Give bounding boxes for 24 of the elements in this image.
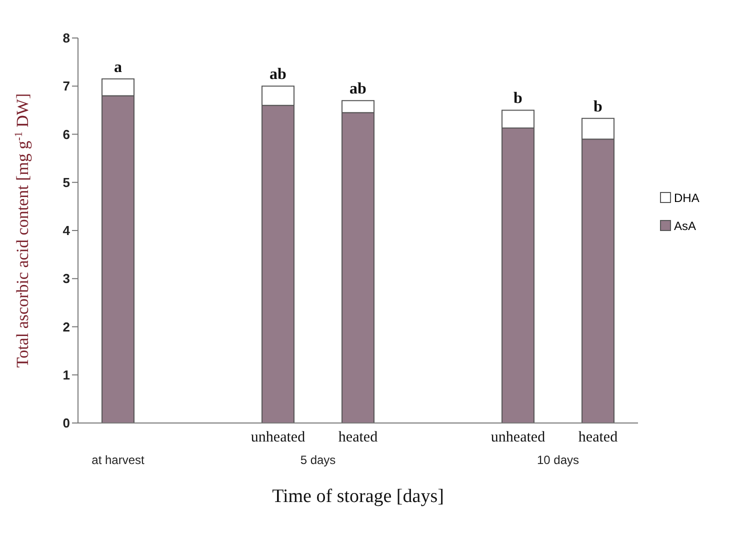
data-label: b xyxy=(594,98,603,116)
x-tick-label: heated xyxy=(578,430,618,446)
y-tick-label: 2 xyxy=(62,319,70,334)
data-label: ab xyxy=(350,80,367,98)
y-tick-label: 5 xyxy=(62,174,70,190)
y-tick-label: 1 xyxy=(62,367,70,382)
y-tick-label: 6 xyxy=(62,126,70,142)
x-tick-label: unheated xyxy=(250,430,306,446)
data-label: a xyxy=(114,58,122,76)
data-label: b xyxy=(514,90,523,108)
data-label: ab xyxy=(270,66,287,84)
text: 5 days xyxy=(299,453,337,467)
x-tick-label: heated xyxy=(338,430,378,446)
text: at harvest xyxy=(90,453,146,467)
y-tick-label: 0 xyxy=(62,416,70,431)
legend-label: AsA xyxy=(674,218,696,232)
x-tick-label: unheated xyxy=(490,430,546,446)
y-tick-label: 8 xyxy=(62,30,70,46)
text: 10 days xyxy=(536,453,580,467)
y-tick-label: 4 xyxy=(62,223,71,238)
x-axis-title: Time of storage [days] xyxy=(271,486,445,508)
legend-label: DHA xyxy=(674,190,700,204)
y-tick-label: 7 xyxy=(62,78,70,94)
y-tick-label: 3 xyxy=(62,271,70,286)
